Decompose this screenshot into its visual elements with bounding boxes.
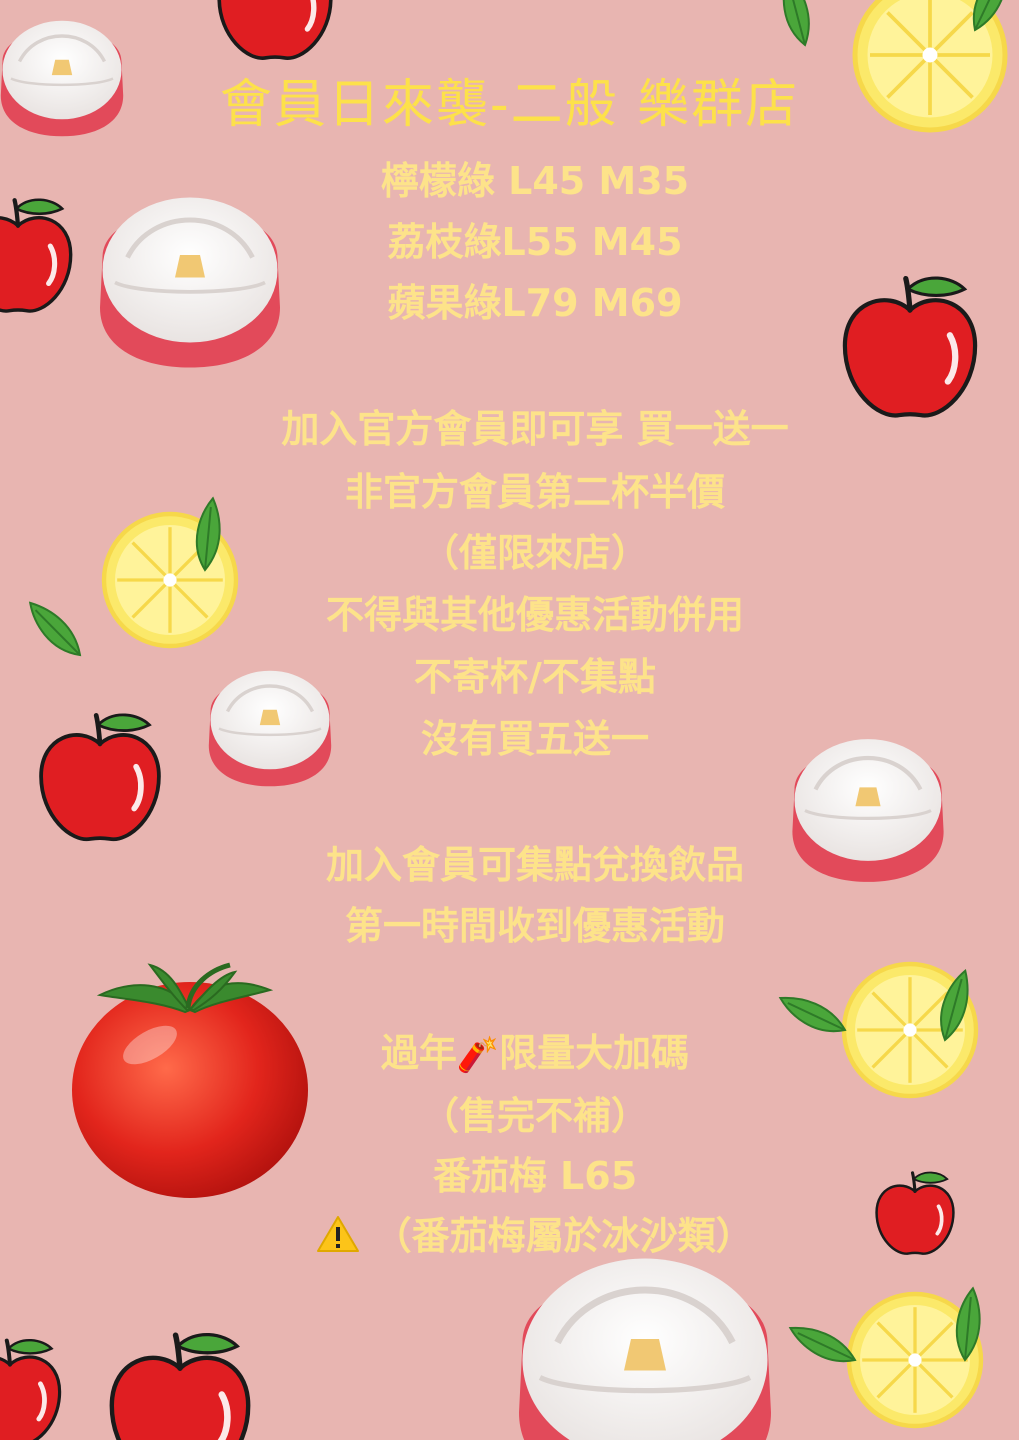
offer-line: 不寄杯/不集點 [414, 655, 656, 699]
newyear-text-before: 過年 [380, 1031, 457, 1075]
offer-line: 非官方會員第二杯半價 [344, 470, 725, 514]
apple-icon [0, 1340, 60, 1440]
price-lemon-green: 檸檬綠 L45 M35 [380, 159, 690, 203]
price-apple-green: 蘋果綠L79 M69 [387, 281, 683, 325]
newyear-text-after: 限量大加碼 [499, 1031, 690, 1075]
leaf-icon [789, 1307, 856, 1381]
warning-text: （番茄梅屬於冰沙類） [373, 1214, 754, 1258]
member-line: 第一時間收到優惠活動 [344, 904, 725, 948]
offer-line: （僅限來店） [420, 531, 649, 575]
apple-icon [112, 1335, 248, 1440]
apple-icon [219, 0, 331, 58]
warning-line: （番茄梅屬於冰沙類） [40, 1205, 1019, 1260]
offer-line: 沒有買五送一 [420, 717, 649, 761]
offer-line: 加入官方會員即可享 買一送一 [281, 407, 789, 451]
newyear-line: （售完不補） [420, 1094, 649, 1138]
leaf-icon [766, 0, 827, 46]
peach-icon [519, 1259, 771, 1440]
offer-line: 不得與其他優惠活動併用 [325, 593, 744, 637]
member-line: 加入會員可集點兌換飲品 [325, 843, 744, 887]
tomato-icon [72, 962, 308, 1198]
newyear-line: 番茄梅 L65 [432, 1154, 638, 1198]
warning-icon [317, 1216, 360, 1252]
firecracker-icon: 🧨 [456, 1035, 500, 1075]
price-lychee-green: 荔枝綠L55 M45 [387, 220, 683, 264]
newyear-line: 過年🧨限量大加碼 [40, 1022, 1019, 1077]
poster-title: 會員日來襲-二般 樂群店 [219, 75, 800, 135]
